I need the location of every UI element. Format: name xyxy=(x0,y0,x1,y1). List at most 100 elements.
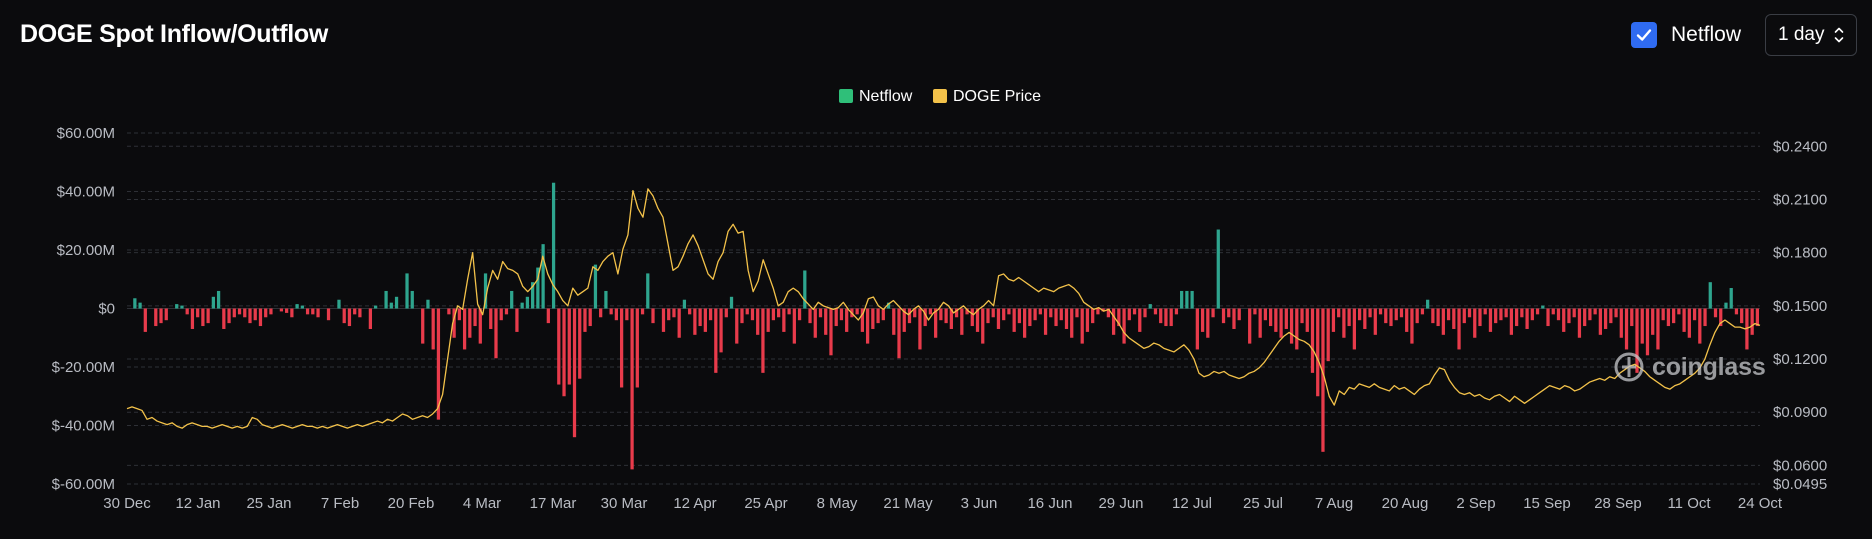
netflow-bar xyxy=(1567,308,1571,324)
netflow-bar xyxy=(541,244,545,309)
x-axis: 30 Dec 12 Jan 25 Jan 7 Feb 20 Feb 4 Mar 17 Mar… xyxy=(103,495,1783,512)
netflow-bar xyxy=(1452,308,1456,329)
netflow-bar xyxy=(1473,308,1477,338)
netflow-bar xyxy=(1237,308,1241,321)
netflow-toggle[interactable]: Netflow xyxy=(1630,22,1741,48)
x-tick-label: 29 Jun xyxy=(1098,495,1143,512)
netflow-bar xyxy=(1169,308,1173,327)
legend-doge-price-label[interactable]: DOGE Price xyxy=(953,88,1041,105)
netflow-bar xyxy=(368,308,373,329)
netflow-bar xyxy=(531,282,535,309)
netflow-bar xyxy=(1331,308,1336,332)
netflow-bar xyxy=(1274,308,1278,332)
netflow-bar xyxy=(1373,308,1377,335)
netflow-bar xyxy=(1221,308,1226,324)
x-tick-label: 20 Aug xyxy=(1382,495,1429,512)
netflow-bar xyxy=(635,308,639,388)
left-tick-label: $-40.00M xyxy=(52,418,115,435)
netflow-bar xyxy=(918,308,922,350)
netflow-bar xyxy=(729,296,734,309)
netflow-bar xyxy=(740,308,744,324)
x-tick-label: 15 Sep xyxy=(1523,495,1571,512)
netflow-bar xyxy=(824,308,828,335)
netflow-bar xyxy=(1457,308,1461,350)
netflow-bar xyxy=(159,308,163,324)
netflow-bar xyxy=(1630,308,1634,327)
netflow-bar xyxy=(1248,308,1252,344)
netflow-bar xyxy=(1614,308,1618,318)
netflow-toggle-label[interactable]: Netflow xyxy=(1670,23,1741,46)
netflow-bar xyxy=(206,308,210,324)
netflow-bar xyxy=(269,308,273,315)
netflow-bar xyxy=(1064,308,1069,329)
netflow-bar xyxy=(1211,308,1215,318)
netflow-bar xyxy=(756,308,760,335)
netflow-bar xyxy=(342,308,346,324)
netflow-bar xyxy=(1593,308,1597,315)
netflow-checkbox[interactable] xyxy=(1630,22,1657,48)
netflow-bar xyxy=(1394,308,1398,321)
netflow-bar xyxy=(133,298,137,309)
netflow-bar xyxy=(394,296,399,309)
chart-grid xyxy=(127,132,1760,485)
netflow-bar xyxy=(1232,308,1236,329)
netflow-bar xyxy=(1619,308,1623,338)
netflow-bar xyxy=(1284,308,1288,329)
netflow-bar xyxy=(1405,308,1409,332)
netflow-bar xyxy=(1467,308,1472,318)
netflow-bar xyxy=(520,302,524,309)
netflow-bar xyxy=(1007,308,1011,315)
netflow-bar xyxy=(834,308,838,327)
netflow-bar xyxy=(447,308,451,315)
netflow-bar xyxy=(593,264,598,309)
netflow-bar xyxy=(1075,308,1079,318)
x-tick-label: 21 May xyxy=(883,495,933,512)
netflow-bar xyxy=(1713,308,1718,318)
netflow-bar xyxy=(373,305,378,309)
netflow-bar xyxy=(986,308,990,324)
netflow-bar xyxy=(960,308,964,335)
netflow-bar xyxy=(1504,308,1508,318)
right-tick-label: $0.2400 xyxy=(1773,138,1827,155)
netflow-bar xyxy=(389,302,393,309)
netflow-bar xyxy=(216,290,221,309)
netflow-bar xyxy=(1682,308,1686,332)
right-tick-label: $0.2100 xyxy=(1773,191,1827,208)
x-tick-label: 12 Apr xyxy=(673,495,716,512)
netflow-bar xyxy=(698,308,702,327)
netflow-bar xyxy=(1598,308,1602,335)
netflow-bar xyxy=(1091,308,1095,324)
netflow-bar xyxy=(578,308,582,379)
legend-netflow-label[interactable]: Netflow xyxy=(859,88,913,105)
netflow-bar xyxy=(808,308,812,324)
netflow-bar xyxy=(923,308,927,327)
netflow-bar xyxy=(619,308,624,388)
x-tick-label: 2 Sep xyxy=(1456,495,1495,512)
netflow-bar xyxy=(211,296,215,309)
netflow-bar xyxy=(871,308,875,329)
right-tick-label: $0.0495 xyxy=(1773,476,1827,493)
netflow-bar xyxy=(384,290,388,309)
netflow-bar xyxy=(1483,308,1487,315)
netflow-bar xyxy=(907,308,912,324)
left-tick-label: $0 xyxy=(98,301,115,318)
netflow-bar xyxy=(180,305,184,309)
netflow-bar xyxy=(902,308,906,332)
netflow-bar xyxy=(1017,308,1022,324)
netflow-bar xyxy=(981,308,985,344)
netflow-bar xyxy=(1363,308,1367,329)
netflow-bar xyxy=(462,308,467,350)
netflow-bar xyxy=(1012,308,1016,332)
interval-select[interactable]: 1 day xyxy=(1765,14,1857,56)
netflow-bar xyxy=(1488,308,1493,332)
netflow-bar xyxy=(1656,308,1660,350)
chart-legend[interactable]: Netflow DOGE Price xyxy=(839,88,1041,105)
netflow-bar xyxy=(1603,308,1608,329)
netflow-bar xyxy=(164,308,168,321)
netflow-bar xyxy=(614,308,618,321)
netflow-bar xyxy=(222,308,226,329)
netflow-bar xyxy=(803,270,807,309)
netflow-bar xyxy=(1300,308,1304,324)
netflow-bar xyxy=(599,308,603,318)
netflow-bar xyxy=(954,308,959,318)
